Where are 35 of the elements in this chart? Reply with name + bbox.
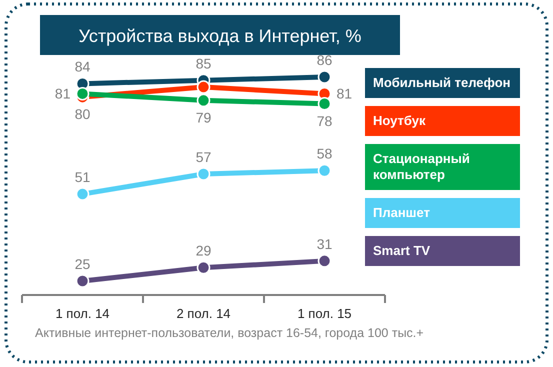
data-label: 81: [336, 86, 352, 102]
data-label: 80: [74, 106, 90, 122]
point: [318, 70, 332, 84]
data-label: 57: [196, 148, 212, 165]
data-label: 84: [74, 58, 90, 75]
point: [318, 254, 332, 268]
point: [318, 164, 332, 178]
data-label: 29: [196, 242, 212, 259]
data-label: 85: [196, 55, 212, 72]
point: [196, 80, 210, 94]
point: [76, 187, 90, 201]
data-label: 86: [316, 52, 332, 68]
legend-label-box: Мобильный телефон: [365, 68, 520, 98]
data-label: 31: [316, 236, 332, 252]
x-tick-label: 2 пол. 14: [176, 306, 231, 321]
point: [196, 260, 210, 274]
legend-label-box: Ноутбук: [365, 106, 520, 136]
point: [196, 167, 210, 181]
legend-label-box: Планшет: [365, 198, 520, 228]
data-label: 58: [316, 146, 332, 162]
point: [76, 274, 90, 288]
chart-title: Устройства выхода в Интернет, %: [78, 26, 362, 46]
data-label: 25: [74, 256, 90, 272]
data-label: 81: [54, 86, 71, 102]
x-tick-label: 1 пол. 14: [55, 306, 110, 321]
data-label: 51: [74, 169, 90, 186]
point: [196, 94, 210, 108]
point: [76, 86, 90, 100]
text: Активные интернет-пользователи, возраст 16-54, города 100 тыс.+: [35, 326, 424, 340]
point: [318, 97, 332, 111]
data-label: 79: [196, 109, 212, 126]
legend-label-box: Стационарный компьютер: [365, 144, 520, 190]
legend-label-box: Smart TV: [365, 236, 520, 266]
x-tick-label: 1 пол. 15: [297, 306, 352, 321]
data-label: 78: [316, 112, 332, 129]
